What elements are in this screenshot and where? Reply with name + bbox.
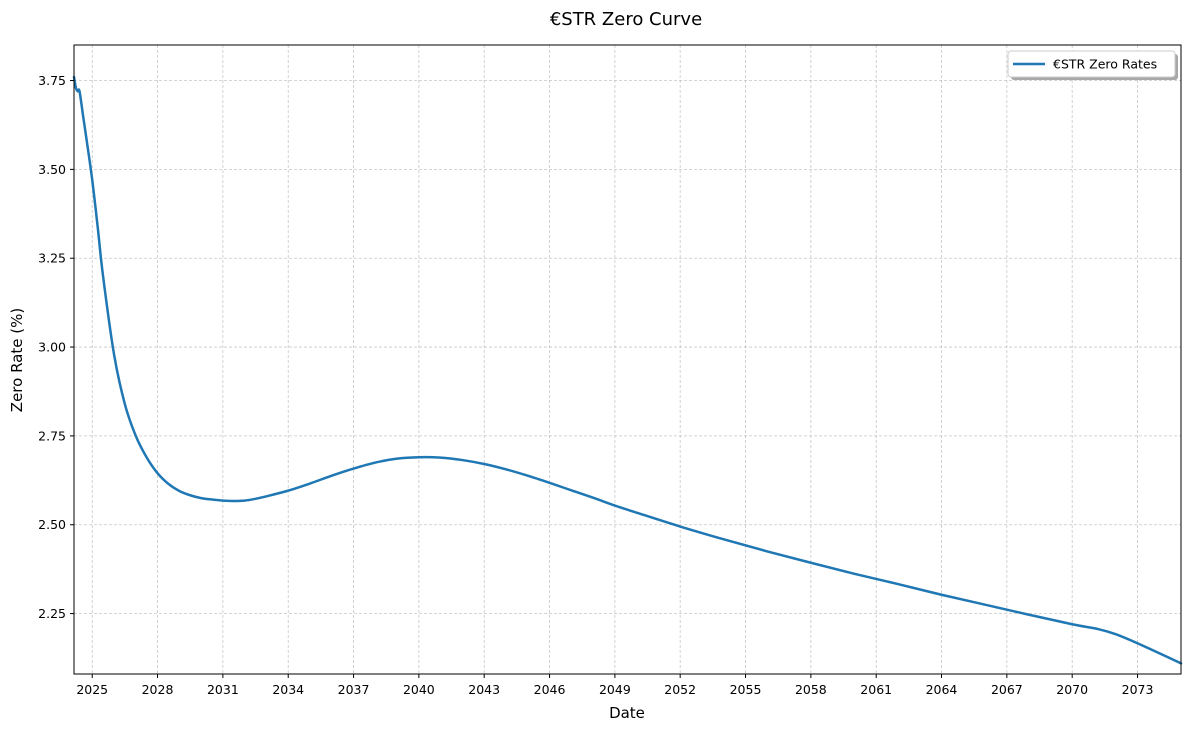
x-tick-label: 2052 [664, 682, 696, 697]
x-tick-label: 2061 [860, 682, 892, 697]
grid [74, 45, 1181, 674]
y-tick-label: 2.25 [38, 606, 66, 621]
y-tick-label: 3.25 [38, 251, 66, 266]
y-axis-label: Zero Rate (%) [8, 308, 26, 412]
plot-area-frame [73, 44, 1182, 675]
x-tick-label: 2046 [534, 682, 566, 697]
x-tick-label: 2064 [926, 682, 958, 697]
x-tick-label: 2058 [795, 682, 827, 697]
x-tick-label: 2028 [142, 682, 174, 697]
y-tick-label: 3.00 [38, 340, 66, 355]
y-tick-label: 2.50 [38, 517, 66, 532]
y-tick-label: 2.75 [38, 428, 66, 443]
chart-title: €STR Zero Curve [550, 9, 702, 30]
y-tick-label: 3.50 [38, 162, 66, 177]
x-tick-label: 2049 [599, 682, 631, 697]
x-tick-label: 2067 [991, 682, 1023, 697]
x-tick-label: 2025 [76, 682, 108, 697]
y-tick-label: 3.75 [38, 73, 66, 88]
x-tick-label: 2043 [468, 682, 500, 697]
x-tick-label: 2034 [272, 682, 304, 697]
series-line-estr-zero-rates [72, 75, 1183, 665]
x-tick-label: 2037 [338, 682, 370, 697]
x-axis: 2025 2028 2031 2034 2037 2040 2043 2046 2049 2052… [76, 674, 1153, 697]
legend: €STR Zero Rates [1007, 50, 1178, 80]
x-axis-label: Date [609, 704, 645, 722]
x-tick-label: 2031 [207, 682, 239, 697]
x-tick-label: 2073 [1122, 682, 1154, 697]
series-layer [72, 75, 1183, 665]
legend-box [1007, 50, 1176, 78]
legend-label: €STR Zero Rates [1053, 57, 1157, 72]
x-tick-label: 2055 [730, 682, 762, 697]
y-axis: 2.25 2.50 2.75 3.00 3.25 3.50 3.75 [38, 73, 74, 621]
x-tick-label: 2040 [403, 682, 435, 697]
x-tick-label: 2070 [1056, 682, 1088, 697]
